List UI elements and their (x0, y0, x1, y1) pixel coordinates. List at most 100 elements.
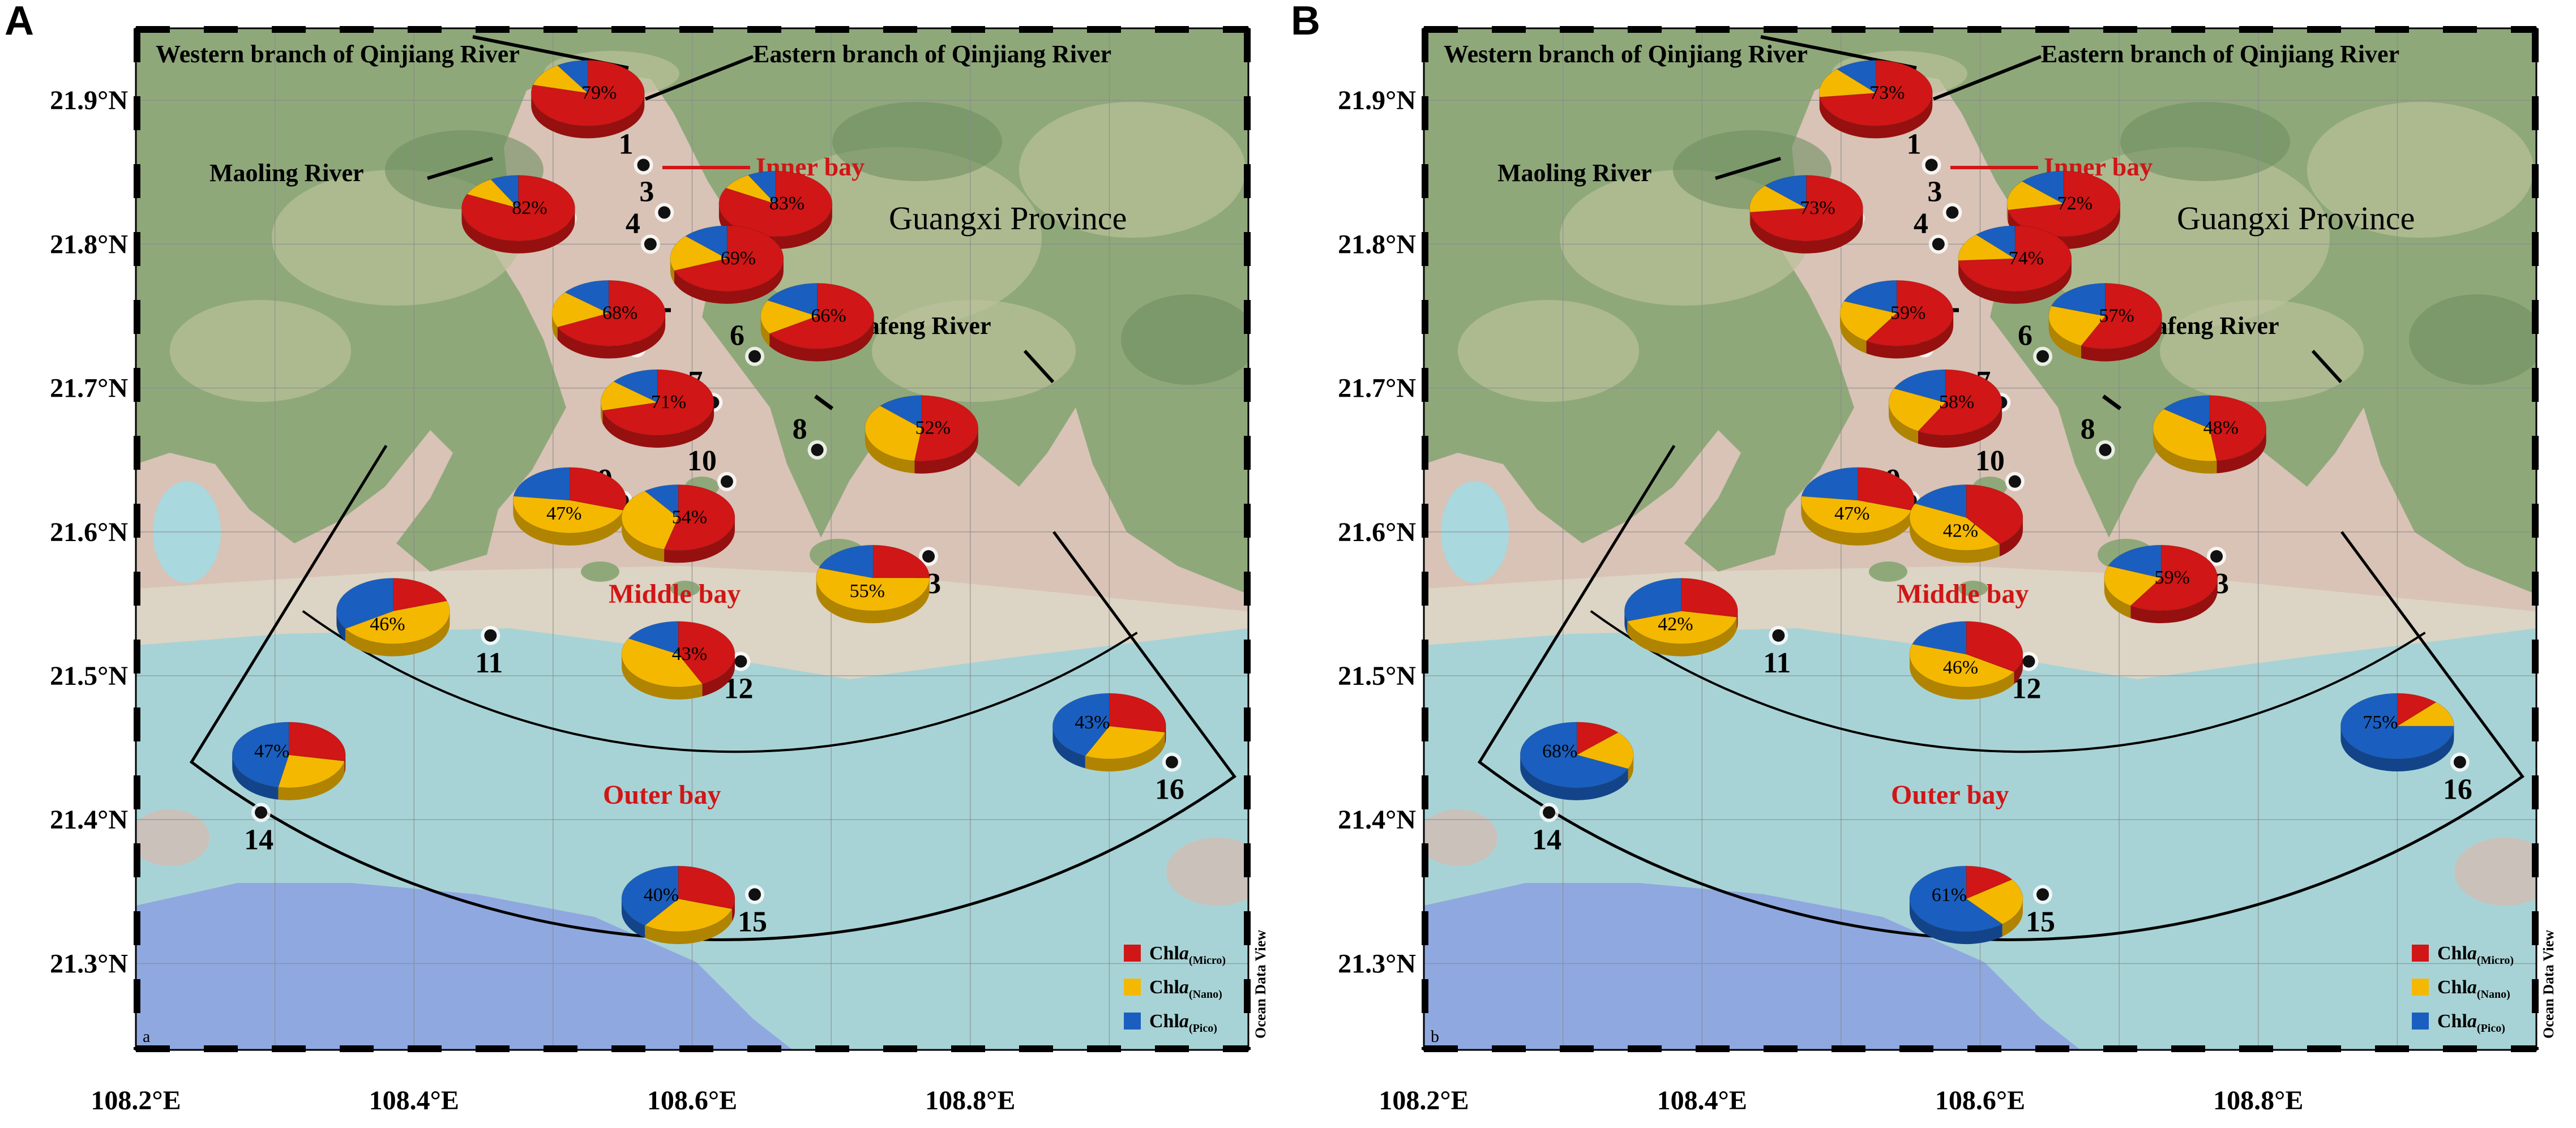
pie-slice-micro (569, 467, 627, 511)
lon-tick-label: 108.4°E (369, 1086, 459, 1116)
pie-slice-micro (914, 395, 979, 462)
station-marker (1925, 158, 1938, 171)
pie-slice-pico (818, 544, 874, 578)
pie-side-micro (1820, 93, 1933, 139)
station-marker (1165, 756, 1178, 769)
pie-station-16: 43% (1052, 693, 1166, 771)
highland (2307, 102, 2534, 238)
label-western-branch: Western branch of Qinjiang River (1444, 40, 1808, 68)
label-guangxi-province: Guangxi Province (889, 200, 1127, 237)
pie-percent-label: 55% (850, 581, 885, 602)
station-marker (2008, 475, 2021, 488)
pie-side-pico (1624, 611, 1628, 634)
pie-slice-pico (628, 621, 679, 655)
pie-slice-pico (685, 225, 728, 259)
pie-percent-label: 52% (915, 418, 951, 439)
pie-percent-label: 47% (546, 503, 581, 524)
label-middle-bay: Middle bay (1897, 579, 2029, 609)
pie-side-nano (2048, 316, 2081, 358)
pie-slice-nano (600, 381, 658, 411)
pie-station-16: 75% (2340, 693, 2454, 771)
pie-slice-micro (1918, 369, 2002, 436)
map-area (1424, 28, 2536, 1050)
pie-station-5: 59% (1839, 280, 1954, 359)
pie-side-nano (621, 654, 703, 700)
pie-slice-micro (288, 722, 346, 762)
pie-slice-pico (2021, 170, 2064, 204)
legend-label: Chla(Micro) (1149, 943, 1226, 967)
pie-slice-nano (1909, 644, 2015, 688)
station-label: 10 (687, 445, 717, 477)
pie-side-nano (2104, 578, 2131, 619)
pie-station-7: 58% (1888, 369, 2002, 448)
station-marker (720, 475, 733, 488)
lon-tick-label: 108.8°E (925, 1086, 1015, 1116)
station-label: 6 (2018, 320, 2032, 352)
pie-slice-micro (1819, 59, 1933, 126)
pie-slice-nano (816, 567, 930, 611)
station-label: 15 (738, 906, 767, 938)
pie-side-micro (1866, 313, 1954, 359)
pie-slice-nano (2006, 181, 2065, 211)
shoal (1166, 838, 1248, 906)
label-eastern-branch: Eastern branch of Qinjiang River (753, 40, 1111, 68)
pie-side-nano (760, 316, 770, 346)
label-outer-bay: Outer bay (1891, 780, 2009, 810)
pie-slice-micro (1749, 175, 1863, 242)
pie-slice-pico (1764, 175, 1807, 209)
shoal (2454, 838, 2536, 906)
pie-side-pico (1520, 754, 1628, 800)
pie-side-pico (1052, 726, 1085, 769)
station-marker (637, 158, 650, 171)
station-label: 14 (244, 824, 273, 856)
pie-percent-label: 57% (2099, 305, 2134, 326)
pie-side-nano (1749, 208, 1751, 225)
legend: Chla(Micro) Chla(Nano) Chla(Pico) (1124, 943, 1226, 1035)
pie-percent-label: 46% (370, 614, 405, 635)
pie-slice-pico (1975, 225, 2016, 259)
pie-slice-micro (872, 544, 930, 578)
pie-percent-label: 47% (1834, 503, 1869, 524)
pie-slice-pico (2340, 693, 2454, 760)
lat-tick-label: 21.5°N (50, 661, 128, 691)
pie-percent-label: 66% (811, 305, 846, 326)
pie-slice-micro (718, 170, 833, 237)
pie-slice-micro (2209, 395, 2267, 461)
pie-slice-micro (1680, 578, 1738, 618)
station-label: 14 (1532, 824, 1561, 856)
pie-side-micro (914, 428, 978, 474)
lat-tick-label: 21.6°N (1338, 517, 1416, 547)
pie-station-9: 47% (1800, 467, 1915, 546)
pie-side-micro (2216, 428, 2266, 474)
map-panel-b: 21.9°N 21.8°N 21.7°N 21.6°N 21.5°N 21.4°N 21.3… (1338, 26, 2557, 1116)
pie-slice-pico (1912, 621, 1967, 655)
pie-slice-pico (879, 395, 922, 429)
station-marker (484, 629, 497, 642)
maoling-leader (427, 157, 493, 180)
station-label: 3 (639, 175, 654, 208)
pie-slice-micro (1966, 484, 2023, 544)
pie-slice-micro (674, 225, 784, 292)
pie-percent-label: 61% (1932, 885, 1967, 906)
pie-station-4: 69% (670, 225, 784, 304)
station-marker (644, 238, 657, 251)
lat-tick-label: 21.5°N (1338, 661, 1416, 691)
pie-side-pico (336, 611, 345, 641)
pie-side-micro (769, 316, 874, 362)
pie-slice-pico (490, 175, 519, 209)
pie-side-nano (2006, 204, 2008, 223)
pie-slice-nano (621, 490, 679, 550)
pie-station-6: 57% (2048, 282, 2163, 362)
station-marker (922, 550, 935, 563)
pie-slice-pico (1836, 59, 1876, 94)
pie-side-nano (670, 258, 674, 284)
pie-slice-pico (1914, 484, 1967, 518)
deep-water (1424, 883, 2081, 1050)
pie-slice-pico (1909, 865, 2003, 932)
pie-percent-label: 73% (1800, 198, 1835, 218)
pie-station-13: 55% (816, 544, 930, 624)
pie-station-15: 40% (621, 865, 735, 945)
pie-slice-pico (2163, 395, 2210, 429)
pie-side-micro (1958, 258, 2072, 304)
pie-side-nano (1801, 500, 1912, 546)
